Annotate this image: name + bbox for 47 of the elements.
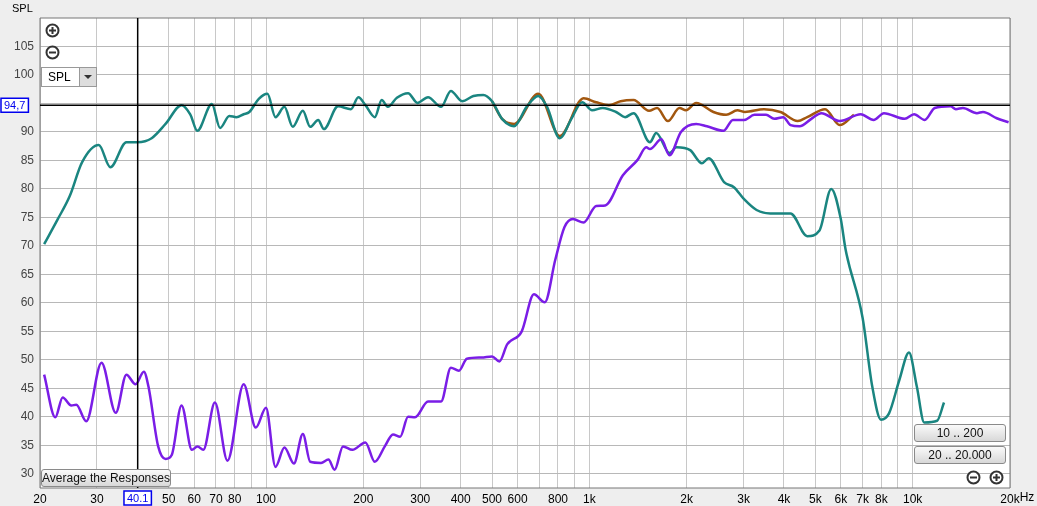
y-tick-label: 45 — [20, 380, 35, 395]
ref-line-label: 94,7 — [3, 98, 26, 111]
x-tick-label: 20 — [33, 491, 47, 506]
y-tick-label: 85 — [20, 152, 35, 167]
x-tick-label: 200 — [353, 491, 374, 506]
y-tick-label: 50 — [20, 352, 35, 367]
x-tick-label: 2k — [680, 491, 694, 506]
y-tick-label: 100 — [13, 67, 35, 82]
button: 20 .. 20.000 — [914, 446, 1006, 464]
y-tick-label: 70 — [20, 238, 35, 253]
y-tick-label: 40 — [20, 409, 35, 424]
x-tick-label: 60 — [187, 491, 202, 506]
y-tick-label: 80 — [20, 181, 35, 196]
x-tick-label: 400 — [450, 491, 471, 506]
x-tick-label: 300 — [410, 491, 431, 506]
x-tick-label: 4k — [777, 491, 792, 506]
x-tick-label: 80 — [227, 491, 242, 506]
dropdown: SPL — [41, 67, 97, 87]
x-tick-label: 500 — [481, 491, 503, 506]
y-tick-label: 75 — [20, 209, 35, 224]
ref-line-label: 40.1 — [126, 491, 149, 504]
x-tick-label: 6k — [834, 491, 849, 506]
x-tick-label: 10k — [902, 491, 924, 506]
button: Average the Responses — [41, 469, 171, 487]
x-tick-label: 30 — [90, 491, 104, 506]
x-tick-label: 100 — [255, 491, 277, 506]
y-tick-label: 30 — [20, 466, 35, 481]
x-tick-label: 20k — [1000, 491, 1021, 506]
y-tick-label: 105 — [13, 38, 35, 53]
x-tick-label: 3k — [737, 491, 751, 506]
annotation: SPL — [47, 70, 72, 84]
y-tick-label: 90 — [20, 124, 35, 139]
y-axis-title: SPL — [12, 2, 33, 15]
x-tick-label: 800 — [547, 491, 569, 506]
x-tick-label: 5k — [808, 491, 823, 506]
x-tick-label: 1k — [582, 491, 597, 506]
y-tick-label: 60 — [20, 295, 35, 310]
x-tick-label: 600 — [507, 491, 528, 506]
x-tick-label: 50 — [161, 491, 176, 506]
x-tick-label: 70 — [209, 491, 223, 506]
x-tick-label: 8k — [874, 491, 889, 506]
y-tick-label: 55 — [20, 323, 35, 338]
y-tick-label: 65 — [20, 266, 35, 281]
button: 10 .. 200 — [914, 424, 1006, 442]
x-tick-label: 7k — [856, 491, 870, 506]
x-axis-title: Hz — [1019, 490, 1035, 505]
y-tick-label: 35 — [20, 437, 35, 452]
